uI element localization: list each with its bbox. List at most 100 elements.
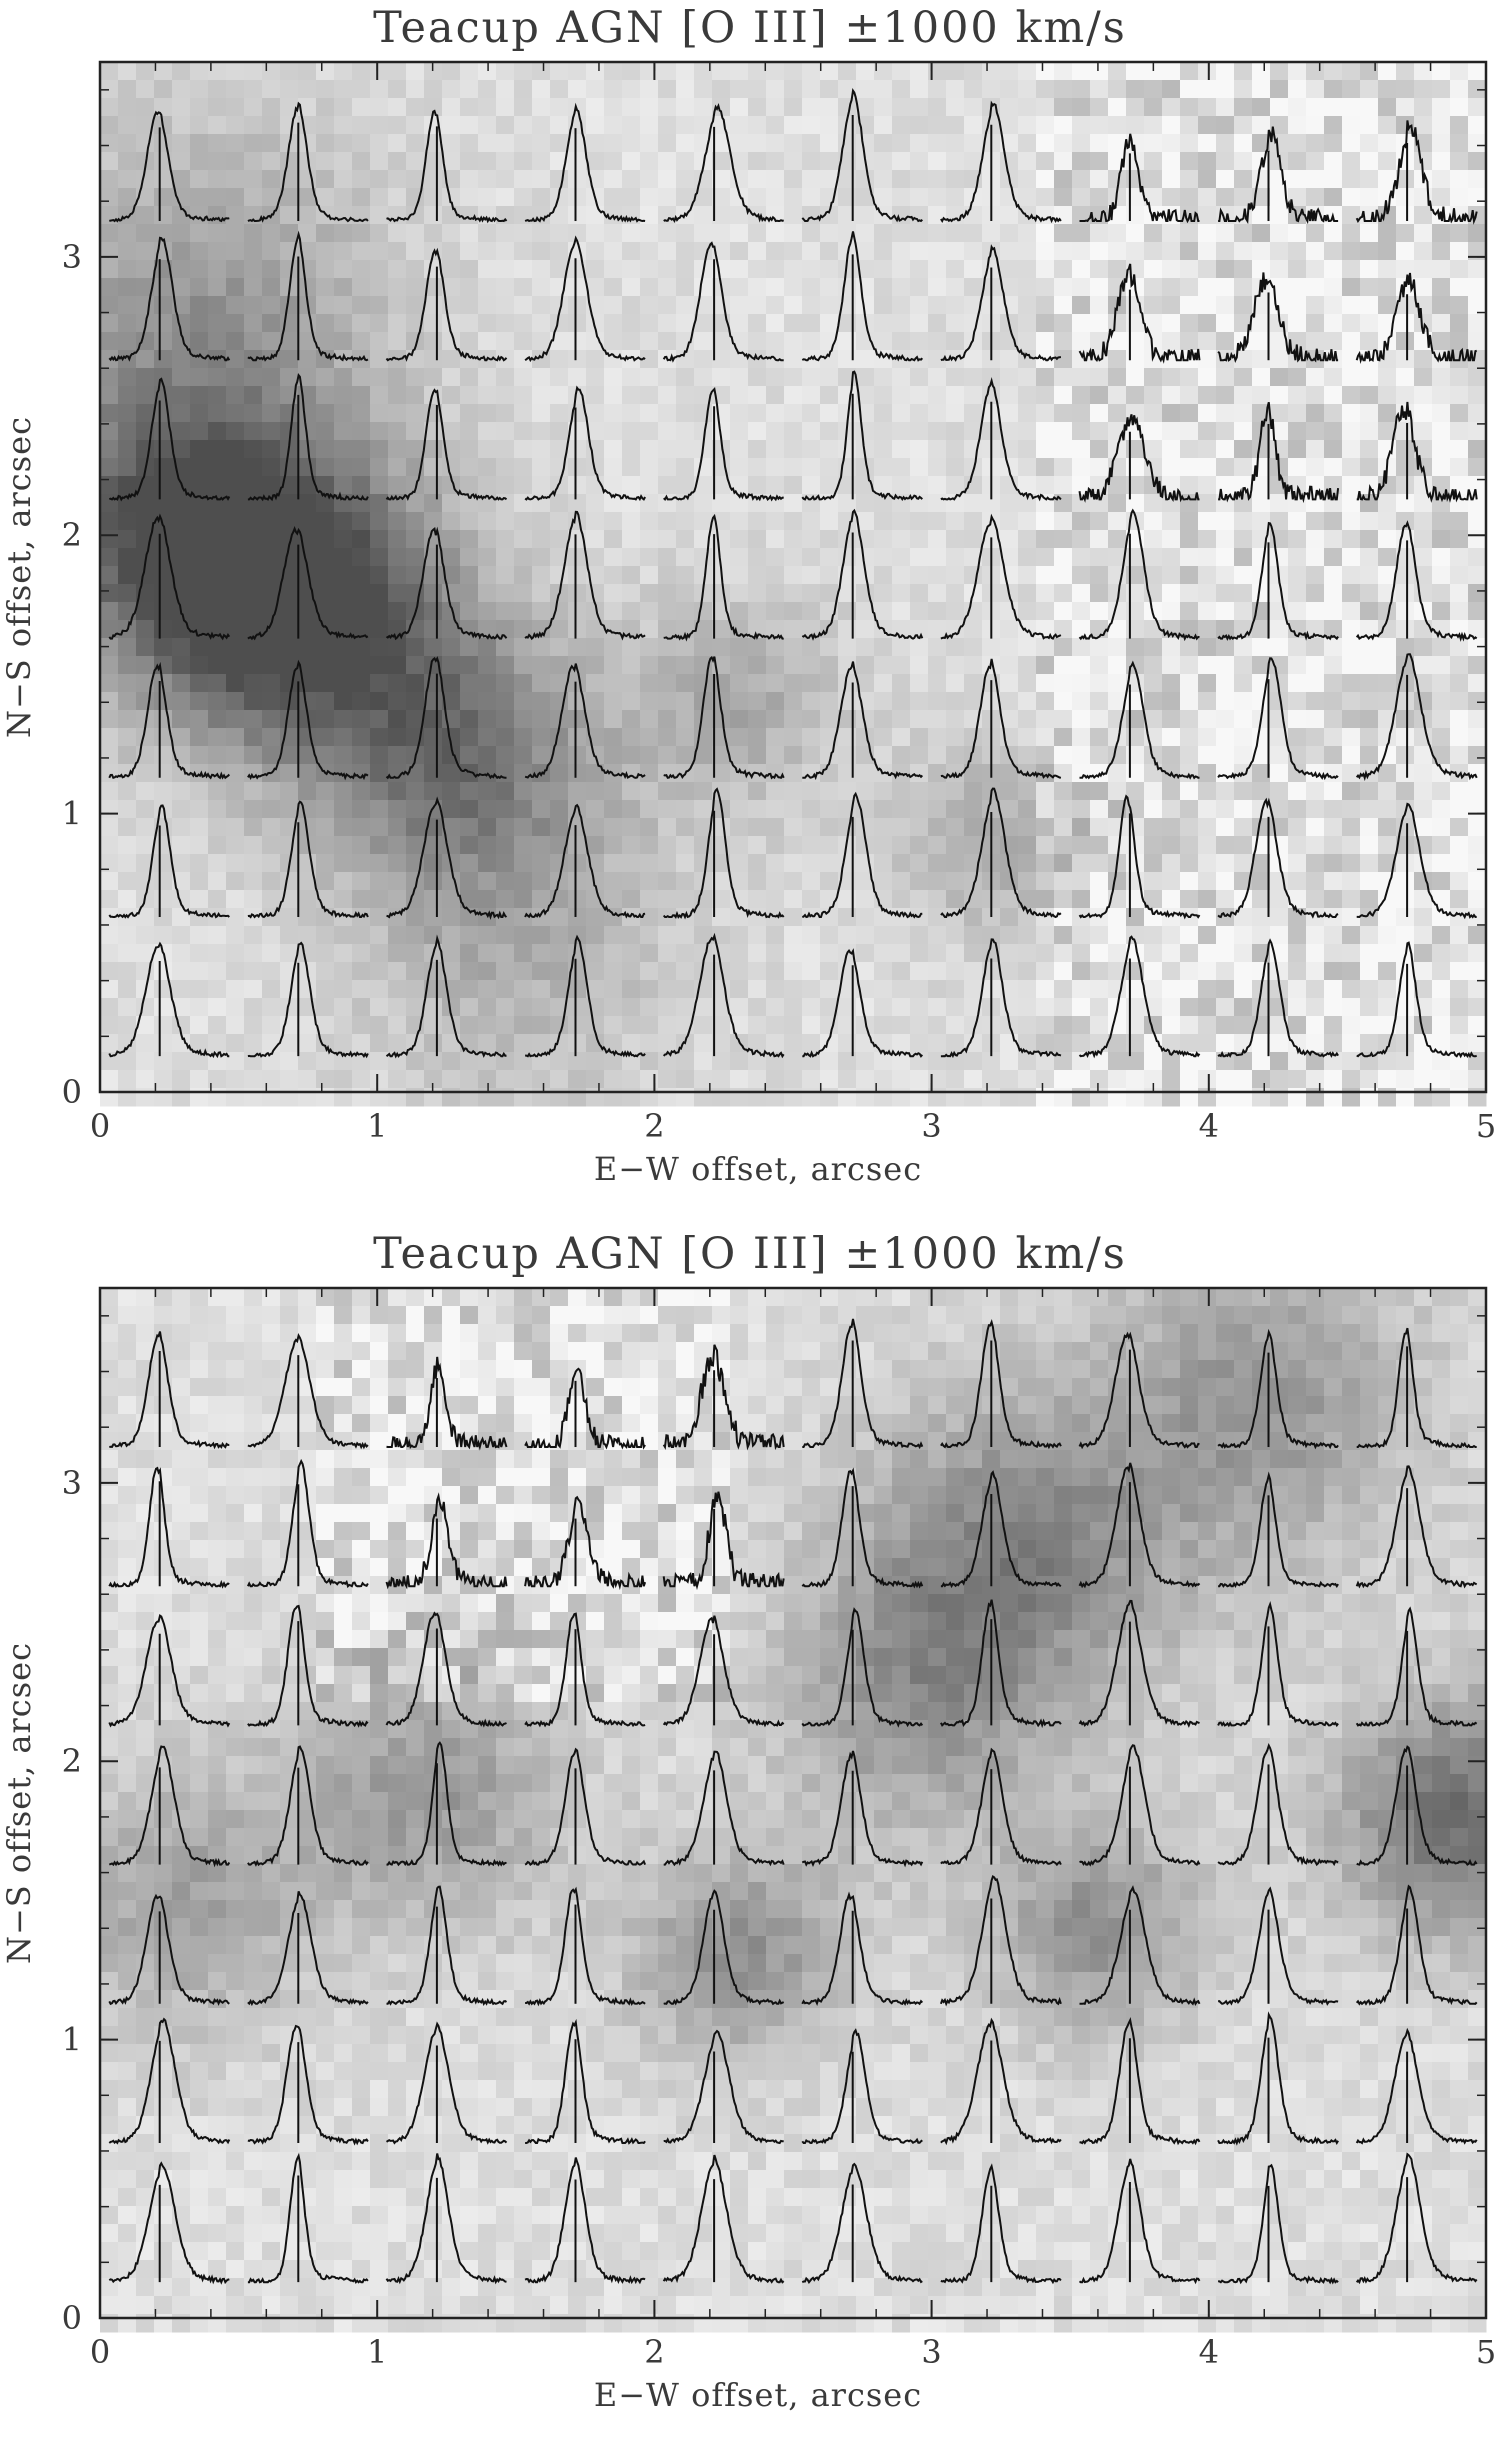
heatmap-cell xyxy=(910,926,929,945)
heatmap-cell xyxy=(748,242,767,261)
heatmap-cell xyxy=(1162,1016,1181,1035)
heatmap-cell xyxy=(910,440,929,459)
heatmap-cell xyxy=(1198,908,1217,927)
heatmap-cell xyxy=(1234,116,1253,135)
heatmap-cell xyxy=(352,206,371,225)
heatmap-cell xyxy=(640,152,659,171)
heatmap-cell xyxy=(1036,314,1055,333)
heatmap-cell xyxy=(1378,656,1397,675)
heatmap-cell xyxy=(1036,1288,1055,1307)
heatmap-cell xyxy=(1270,1288,1289,1307)
heatmap-cell xyxy=(604,134,623,153)
heatmap-cell xyxy=(316,224,335,243)
heatmap-cell xyxy=(964,1052,983,1071)
heatmap-cell xyxy=(298,620,317,639)
heatmap-cell xyxy=(100,422,119,441)
heatmap-cell xyxy=(1450,404,1469,423)
heatmap-cell xyxy=(784,944,803,963)
heatmap-cell xyxy=(1216,818,1235,837)
heatmap-cell xyxy=(622,1034,641,1053)
heatmap-cell xyxy=(586,782,605,801)
heatmap-cell xyxy=(802,710,821,729)
heatmap-cell xyxy=(1144,1052,1163,1071)
heatmap-cell xyxy=(154,692,173,711)
heatmap-cell xyxy=(1432,152,1451,171)
heatmap-cell xyxy=(370,548,389,567)
heatmap-cell xyxy=(1180,836,1199,855)
heatmap-cell xyxy=(658,818,677,837)
heatmap-cell xyxy=(496,152,515,171)
heatmap-cell xyxy=(406,116,425,135)
heatmap-cell xyxy=(1252,1052,1271,1071)
heatmap-cell xyxy=(100,656,119,675)
heatmap-cell xyxy=(604,962,623,981)
heatmap-cell xyxy=(928,1070,947,1089)
heatmap-cell xyxy=(1054,1288,1073,1307)
heatmap-cell xyxy=(334,404,353,423)
heatmap-cell xyxy=(1468,782,1487,801)
heatmap-cell xyxy=(820,224,839,243)
heatmap-cell xyxy=(442,314,461,333)
heatmap-cell xyxy=(154,476,173,495)
spectral-profile xyxy=(802,791,923,919)
heatmap-cell xyxy=(1306,836,1325,855)
heatmap-cell xyxy=(604,242,623,261)
heatmap-cell xyxy=(1036,116,1055,135)
heatmap-cell xyxy=(928,548,947,567)
heatmap-cell xyxy=(1018,386,1037,405)
heatmap-cell xyxy=(154,1016,173,1035)
heatmap-cell xyxy=(910,80,929,99)
heatmap-cell xyxy=(604,926,623,945)
heatmap-cell xyxy=(244,260,263,279)
heatmap-cell xyxy=(118,998,137,1017)
heatmap-cell xyxy=(100,854,119,873)
heatmap-cell xyxy=(946,728,965,747)
heatmap-cell xyxy=(514,548,533,567)
heatmap-cell xyxy=(1018,242,1037,261)
heatmap-cell xyxy=(370,152,389,171)
heatmap-cell xyxy=(1288,674,1307,693)
heatmap-cell xyxy=(1378,368,1397,387)
heatmap-cell xyxy=(694,782,713,801)
heatmap-cell xyxy=(334,962,353,981)
heatmap-cell xyxy=(1198,836,1217,855)
heatmap-cell xyxy=(640,332,659,351)
heatmap-cell xyxy=(982,926,1001,945)
spectral-profile xyxy=(108,661,231,780)
heatmap-cell xyxy=(1108,80,1127,99)
heatmap-cell xyxy=(1108,476,1127,495)
heatmap-cell xyxy=(1306,224,1325,243)
heatmap-cell xyxy=(208,170,227,189)
heatmap-cell xyxy=(1072,584,1091,603)
heatmap-cell xyxy=(154,1052,173,1071)
heatmap-cell xyxy=(1072,980,1091,999)
heatmap-cell xyxy=(946,1306,965,1325)
heatmap-cell xyxy=(1306,944,1325,963)
heatmap-cell xyxy=(532,944,551,963)
heatmap-cell xyxy=(1108,1324,1127,1343)
heatmap-cell xyxy=(982,494,1001,513)
heatmap-cell xyxy=(802,188,821,207)
heatmap-cell xyxy=(748,908,767,927)
heatmap-cell xyxy=(514,566,533,585)
heatmap-cell xyxy=(1432,818,1451,837)
heatmap-cell xyxy=(838,890,857,909)
heatmap-cell xyxy=(1270,260,1289,279)
heatmap-cell xyxy=(1180,224,1199,243)
heatmap-cell xyxy=(244,134,263,153)
heatmap-cell xyxy=(1018,494,1037,513)
heatmap-cell xyxy=(352,440,371,459)
heatmap-cell xyxy=(262,116,281,135)
heatmap-cell xyxy=(694,800,713,819)
heatmap-cell xyxy=(1216,962,1235,981)
heatmap-cell xyxy=(1360,728,1379,747)
heatmap-cell xyxy=(658,368,677,387)
heatmap-cell xyxy=(1018,944,1037,963)
heatmap-cell xyxy=(1072,278,1091,297)
heatmap-cell xyxy=(586,530,605,549)
heatmap-cell xyxy=(622,188,641,207)
heatmap-cell xyxy=(172,674,191,693)
heatmap-cell xyxy=(136,638,155,657)
heatmap-cell xyxy=(478,872,497,891)
